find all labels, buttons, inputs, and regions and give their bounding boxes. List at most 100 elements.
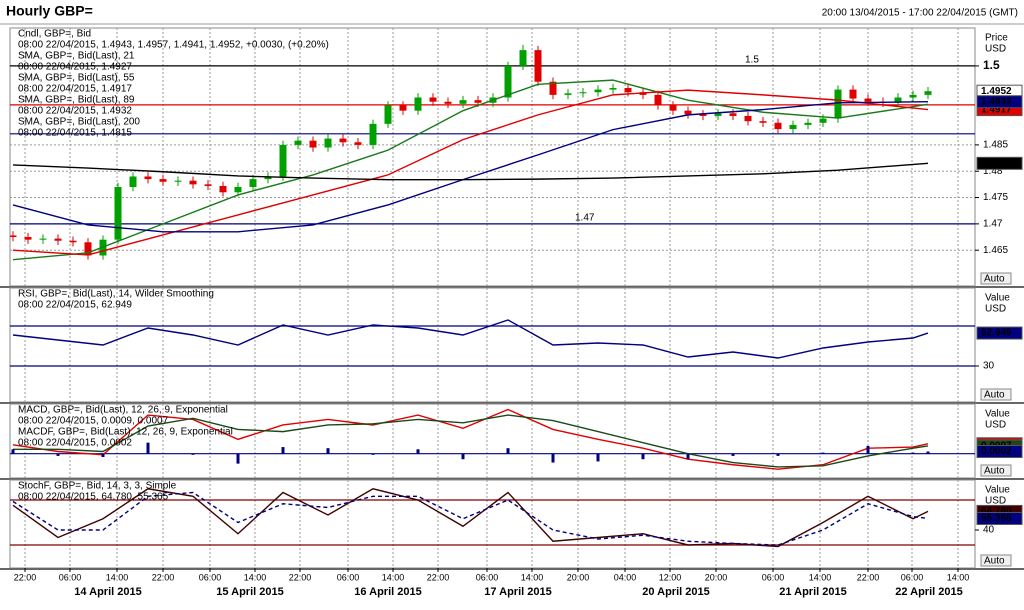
panel-frame [9,27,976,287]
candle-body [624,88,632,93]
x-tick-label: 22:00 [427,572,450,582]
series-line [12,319,929,359]
histogram-bar [461,453,465,460]
x-tick-label: 14:00 [521,572,544,582]
candle-body [714,113,722,116]
y-tick-label: 1.475 [983,192,1008,203]
auto-button[interactable] [980,272,1012,285]
legend-text: 08:00 22/04/2015, 1.4927 [18,62,132,73]
candle-body [744,115,752,122]
auto-button[interactable] [980,464,1012,477]
axis-label: Price [985,33,1008,44]
x-tick-label: 04:00 [614,572,637,582]
auto-label: Auto [984,556,1005,567]
value-box [976,95,1023,109]
histogram-bar [641,453,645,460]
candle-body [10,235,17,238]
axis-label: Value [985,293,1010,304]
candle-body [249,179,257,188]
series-line [12,491,929,546]
candle-body [204,184,212,186]
candle-body [369,123,377,145]
legend-text: 08:00 22/04/2015, 1.4815 [18,128,132,139]
candle-body [609,88,617,90]
value-box-label: 0.0002 [981,446,1012,457]
value-box-label: 1.4932 [981,96,1012,107]
candle-body [804,122,812,125]
legend-text: 08:00 22/04/2015, 64.780, 55.365 [18,492,169,503]
auto-label: Auto [984,274,1005,285]
legend-text: SMA, GBP=, Bid(Last), 89 [18,95,135,106]
x-tick-label: 06:00 [199,572,222,582]
x-tick-label: 06:00 [901,572,924,582]
legend-text: MACDF, GBP=, Bid(Last), 12, 26, 9, Expon… [18,427,233,438]
candle-body [699,114,707,116]
x-tick-label: 14:00 [106,572,129,582]
auto-label: Auto [984,466,1005,477]
series-line [12,79,929,261]
value-box-label: 1.4815 [981,158,1012,169]
chart-title: Hourly GBP= [6,3,93,19]
candle-body [279,144,287,177]
candle-body [504,65,512,98]
histogram-bar [101,453,105,458]
legend-text: SMA, GBP=, Bid(Last), 55 [18,73,135,84]
value-box-label: 62.949 [981,328,1012,339]
y-tick-label: 1.485 [983,140,1008,151]
histogram-bar [371,453,375,455]
candle-body [864,98,872,102]
plot-area [10,408,975,470]
candle-body [459,100,467,104]
candle-body [729,113,737,116]
y-tick-label: 40 [983,525,995,536]
series-line [12,162,929,181]
candle-body [414,97,422,111]
candle-body [684,110,692,115]
candle-body [114,187,122,240]
x-tick-label: 14:00 [947,572,970,582]
histogram-bar [911,452,915,454]
axis-label: USD [985,496,1006,507]
date-label: 22 April 2015 [895,586,962,598]
x-tick-label: 22:00 [14,572,37,582]
candle-body [324,138,332,148]
date-label: 16 April 2015 [354,586,421,598]
level-label: 1.5 [745,55,759,66]
auto-label: Auto [984,390,1005,401]
histogram-bar [236,453,240,464]
histogram-bar [596,453,600,462]
date-label: 15 April 2015 [216,586,283,598]
legend-text: 08:00 22/04/2015, 62.949 [18,300,132,311]
candle-body [774,122,782,130]
x-tick-label: 22:00 [289,572,312,582]
candle-body [789,124,797,130]
histogram-bar [56,453,60,456]
date-range: 20:00 13/04/2015 - 17:00 22/04/2015 (GMT… [822,8,1018,19]
candle-body [474,100,482,103]
x-tick-label: 14:00 [382,572,405,582]
candle-body [234,187,242,193]
candle-body [219,185,227,193]
candle-body [384,105,392,124]
value-box [976,511,1023,525]
candle-body [54,238,62,241]
histogram-bar [11,449,15,454]
candle-body [654,94,662,106]
auto-button[interactable] [980,388,1012,401]
y-tick-label: 1.5 [983,58,1000,72]
x-tick-label: 06:00 [337,572,360,582]
candle-body [429,97,437,102]
candle-body [39,238,47,240]
x-tick-label: 06:00 [476,572,499,582]
candle-body [69,240,77,243]
level-label: 1.47 [575,213,595,224]
candle-body [594,89,602,93]
value-box-label: 55.365 [981,513,1012,524]
auto-button[interactable] [980,554,1012,567]
value-box-label: 1.4917 [981,104,1012,115]
candle-body [189,180,197,185]
candle-body [159,179,167,182]
candle-body [174,180,182,182]
candle-body [549,81,557,95]
